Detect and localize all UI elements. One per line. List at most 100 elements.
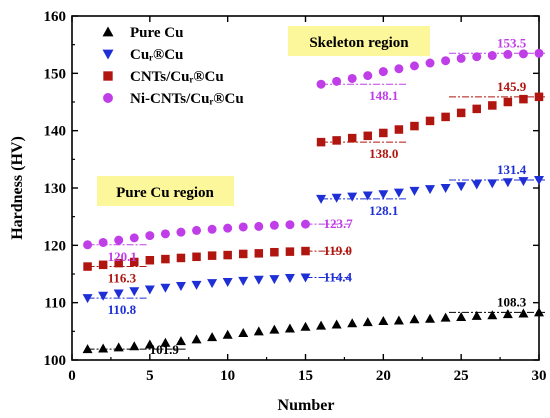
- data-point: [113, 289, 124, 299]
- data-point: [207, 279, 218, 289]
- y-tick-label: 150: [44, 66, 67, 82]
- data-point: [347, 192, 358, 202]
- value-label: 153.5: [497, 35, 527, 50]
- data-point: [425, 185, 436, 195]
- data-point: [409, 186, 420, 196]
- region-pure-cu-label: Pure Cu region: [116, 185, 214, 201]
- data-point: [145, 231, 155, 241]
- data-point: [222, 278, 233, 288]
- x-tick-label: 10: [220, 368, 235, 384]
- data-point: [363, 71, 373, 81]
- data-point: [518, 308, 529, 318]
- data-point: [113, 342, 124, 352]
- data-point: [410, 121, 419, 131]
- data-point: [161, 254, 170, 264]
- data-point: [145, 255, 155, 265]
- data-point: [129, 233, 139, 243]
- data-point: [160, 229, 170, 239]
- data-point: [129, 287, 140, 297]
- data-point: [441, 112, 450, 122]
- region-pure-cu: Pure Cu region: [97, 176, 234, 206]
- value-label: 123.7: [324, 216, 354, 231]
- data-point: [347, 318, 358, 328]
- data-point: [332, 136, 341, 145]
- data-point: [144, 285, 155, 295]
- data-point: [394, 64, 404, 74]
- data-point: [503, 49, 513, 59]
- data-point: [425, 313, 436, 323]
- data-point: [175, 336, 186, 346]
- data-point: [487, 179, 498, 189]
- data-point: [456, 312, 467, 321]
- data-point: [98, 237, 108, 247]
- data-marks: [82, 48, 544, 354]
- data-point: [269, 275, 280, 285]
- data-point: [363, 131, 373, 141]
- data-point: [518, 49, 528, 59]
- data-point: [269, 220, 279, 230]
- data-point: [238, 276, 249, 286]
- data-point: [130, 257, 139, 267]
- data-point: [331, 193, 342, 203]
- data-point: [301, 246, 310, 256]
- data-point: [316, 194, 327, 204]
- data-point: [253, 326, 264, 336]
- data-point: [503, 97, 513, 107]
- y-tick-label: 100: [44, 353, 67, 369]
- data-point: [316, 79, 326, 89]
- x-tick-label: 0: [68, 368, 76, 384]
- data-point: [534, 92, 544, 102]
- data-point: [471, 180, 482, 190]
- legend-marker: [103, 93, 113, 103]
- data-point: [472, 52, 482, 62]
- data-point: [456, 108, 466, 118]
- legend-item: CNTs/Cuᵣ®Cu: [103, 69, 224, 85]
- value-label: 101.9: [150, 342, 180, 357]
- data-point: [472, 104, 481, 114]
- legend-label: Cuᵣ®Cu: [130, 47, 183, 63]
- data-point: [192, 225, 202, 235]
- region-skeleton-background: [288, 26, 430, 56]
- data-point: [98, 291, 109, 301]
- data-point: [114, 235, 124, 245]
- data-point: [160, 283, 171, 293]
- data-point: [331, 319, 342, 329]
- data-point: [82, 344, 93, 354]
- data-point: [238, 328, 249, 338]
- series-2: [83, 92, 544, 271]
- data-point: [393, 188, 404, 198]
- data-point: [222, 329, 233, 339]
- value-label: 148.1: [369, 88, 398, 103]
- data-point: [285, 247, 295, 256]
- data-point: [223, 250, 232, 260]
- data-point: [316, 137, 326, 147]
- x-tick-label: 30: [532, 368, 547, 384]
- data-point: [440, 312, 451, 322]
- data-point: [379, 128, 388, 138]
- data-point: [332, 76, 342, 86]
- data-point: [456, 53, 466, 63]
- data-point: [175, 282, 186, 292]
- data-point: [409, 61, 419, 71]
- data-point: [534, 175, 544, 185]
- legend-label: Pure Cu: [130, 25, 183, 41]
- data-point: [254, 221, 264, 231]
- series-3: [83, 48, 544, 250]
- data-point: [82, 294, 93, 304]
- data-point: [393, 315, 404, 325]
- legend-marker: [103, 71, 113, 81]
- data-point: [207, 251, 217, 260]
- data-point: [456, 182, 467, 192]
- data-point: [425, 116, 435, 126]
- data-point: [83, 240, 93, 250]
- data-point: [191, 334, 202, 344]
- data-point: [378, 67, 388, 77]
- data-point: [409, 314, 420, 324]
- data-point: [238, 222, 248, 232]
- data-point: [347, 73, 357, 83]
- data-point: [378, 190, 389, 200]
- data-point: [285, 220, 295, 230]
- data-point: [98, 260, 108, 270]
- data-point: [394, 125, 404, 134]
